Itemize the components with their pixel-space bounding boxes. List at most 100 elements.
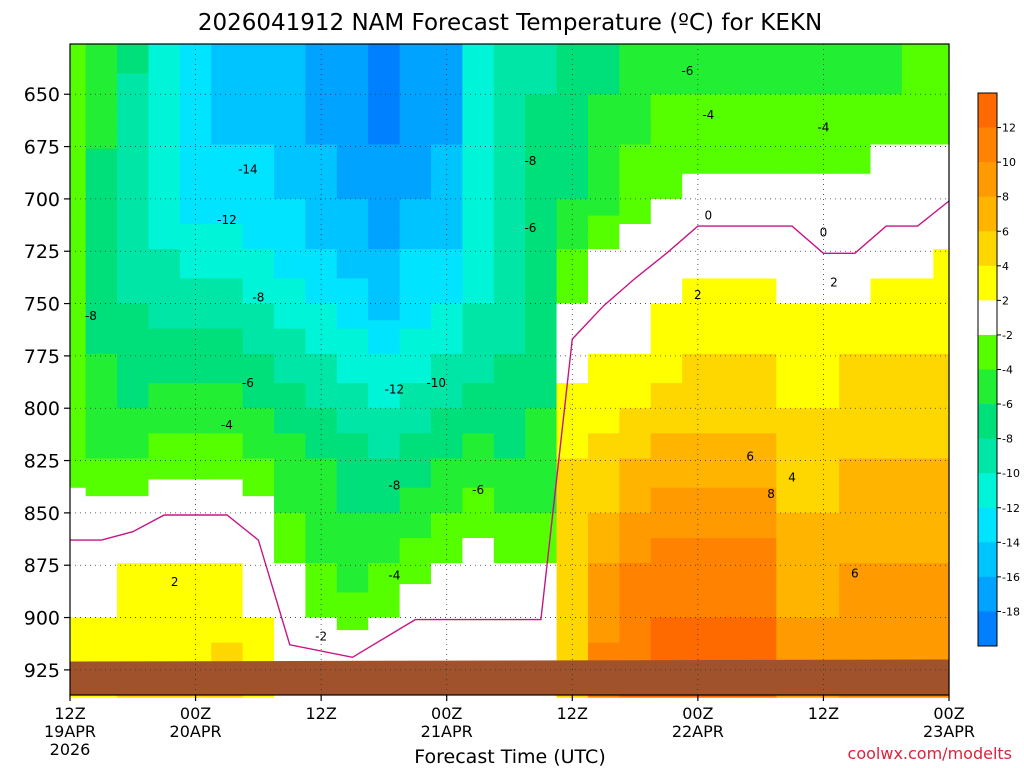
temperature-cell [587,408,620,414]
temperature-cell [179,140,212,146]
temperature-cell [148,282,181,288]
temperature-cell [619,94,652,100]
temperature-cell [587,48,620,53]
temperature-cell [242,173,275,179]
temperature-cell [713,404,746,409]
temperature-cell [274,60,307,66]
temperature-cell [870,638,903,644]
temperature-cell [839,265,872,271]
temperature-cell [85,508,118,514]
temperature-cell [274,123,307,129]
temperature-cell [117,416,150,422]
temperature-cell [274,177,307,183]
temperature-cell [713,588,746,594]
temperature-cell [587,165,620,171]
temperature-cell [274,475,307,480]
temperature-cell [462,64,495,70]
temperature-cell [933,508,950,514]
temperature-cell [587,646,620,652]
temperature-cell [650,395,683,401]
temperature-cell [148,366,181,372]
temperature-cell [117,433,150,439]
temperature-cell [242,408,275,414]
temperature-cell [556,584,589,589]
temperature-cell [242,341,275,347]
temperature-cell [368,546,401,552]
temperature-cell [148,383,181,388]
temperature-cell [368,148,401,154]
temperature-cell [148,328,181,334]
temperature-cell [682,454,715,460]
temperature-cell [368,60,401,66]
temperature-cell [839,90,872,95]
temperature-cell [85,404,118,409]
temperature-cell [870,215,903,221]
temperature-cell [870,433,903,439]
temperature-cell [85,575,118,581]
temperature-cell [619,621,652,627]
temperature-cell [211,584,244,589]
temperature-cell [744,466,777,472]
temperature-cell [556,173,589,179]
temperature-cell [274,454,307,460]
temperature-cell [336,169,369,175]
temperature-cell [117,604,150,610]
temperature-cell [211,651,244,656]
temperature-cell [776,508,809,514]
temperature-cell [839,211,872,217]
temperature-cell [336,604,369,610]
contour-label: 8 [767,487,775,501]
temperature-cell [933,391,950,397]
temperature-cell [839,286,872,292]
temperature-cell [744,487,777,493]
temperature-cell [744,169,777,175]
temperature-cell [901,588,934,594]
temperature-cell [839,592,872,598]
temperature-cell [744,198,777,204]
temperature-cell [713,571,746,577]
temperature-cell [274,571,307,577]
temperature-cell [525,56,558,62]
temperature-cell [117,466,150,472]
temperature-cell [682,215,715,221]
temperature-cell [587,115,620,120]
temperature-cell [336,186,369,192]
temperature-cell [619,525,652,531]
temperature-cell [368,521,401,527]
temperature-cell [713,311,746,317]
temperature-cell [870,173,903,179]
temperature-cell [399,450,432,455]
temperature-cell [179,161,212,167]
temperature-cell [85,85,118,91]
temperature-cell [211,521,244,527]
temperature-cell [148,496,181,501]
temperature-cell [493,584,526,589]
temperature-cell [933,228,950,233]
temperature-cell [525,604,558,610]
temperature-cell [493,437,526,443]
temperature-cell [744,299,777,305]
temperature-cell [682,471,715,476]
temperature-cell [901,186,934,192]
temperature-cell [933,98,950,104]
temperature-cell [682,119,715,125]
temperature-cell [776,211,809,217]
temperature-cell [556,64,589,70]
temperature-cell [839,357,872,363]
temperature-cell [870,517,903,522]
temperature-cell [807,102,840,108]
temperature-cell [462,563,495,568]
temperature-cell [117,161,150,167]
temperature-cell [776,64,809,70]
temperature-cell [431,169,464,175]
temperature-cell [179,307,212,313]
temperature-cell [242,77,275,83]
temperature-cell [148,265,181,271]
temperature-cell [179,90,212,95]
temperature-cell [713,496,746,501]
temperature-cell [274,316,307,321]
temperature-cell [148,253,181,259]
temperature-cell [713,307,746,313]
temperature-cell [148,462,181,468]
temperature-cell [839,240,872,246]
